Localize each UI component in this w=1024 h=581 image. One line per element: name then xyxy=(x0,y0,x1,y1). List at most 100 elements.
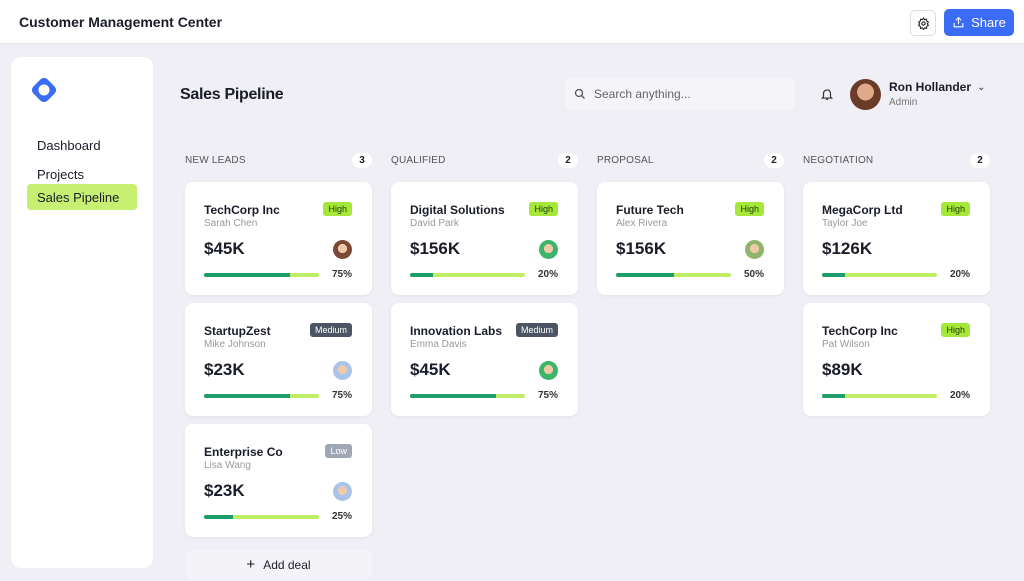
deal-card[interactable]: MegaCorp Ltd Taylor Joe High $126K 20% xyxy=(803,182,990,295)
company-name: TechCorp Inc xyxy=(822,324,898,338)
share-icon xyxy=(953,16,964,28)
priority-badge: High xyxy=(529,202,558,216)
contact-name: Pat Wilson xyxy=(822,339,870,350)
column-count: 2 xyxy=(970,152,990,168)
user-role: Admin xyxy=(889,97,918,108)
bell-icon[interactable] xyxy=(820,87,834,101)
contact-name: Mike Johnson xyxy=(204,339,266,350)
progress-percent: 20% xyxy=(949,269,970,280)
progress-bar xyxy=(204,394,319,398)
column-count: 3 xyxy=(352,152,372,168)
contact-avatar xyxy=(539,240,558,259)
column-header: NEGOTIATION 2 xyxy=(803,152,990,168)
priority-badge: High xyxy=(941,323,970,337)
page-title: Sales Pipeline xyxy=(180,86,284,103)
search-input[interactable] xyxy=(594,87,784,101)
user-avatar[interactable] xyxy=(850,79,881,110)
company-name: Digital Solutions xyxy=(410,203,505,217)
company-name: Enterprise Co xyxy=(204,445,283,459)
priority-badge: High xyxy=(323,202,352,216)
column-title: NEW LEADS xyxy=(185,154,246,166)
contact-avatar xyxy=(539,361,558,380)
column-count: 2 xyxy=(764,152,784,168)
progress-bar xyxy=(204,273,319,277)
contact-name: Taylor Joe xyxy=(822,218,868,229)
gear-icon xyxy=(917,16,929,30)
progress-percent: 75% xyxy=(537,390,558,401)
contact-avatar xyxy=(745,240,764,259)
pipeline-column: QUALIFIED 2 Digital Solutions David Park H… xyxy=(391,152,578,416)
column-header: NEW LEADS 3 xyxy=(185,152,372,168)
deal-card[interactable]: StartupZest Mike Johnson Medium $23K 75% xyxy=(185,303,372,416)
progress-fill xyxy=(410,273,433,277)
progress-bar xyxy=(822,273,937,277)
progress-percent: 75% xyxy=(331,390,352,401)
add-deal-label: Add deal xyxy=(263,557,311,572)
progress-fill xyxy=(822,273,845,277)
progress-bar xyxy=(204,515,319,519)
contact-avatar xyxy=(333,361,352,380)
progress-fill xyxy=(616,273,674,277)
company-name: Innovation Labs xyxy=(410,324,503,338)
sidebar-item-projects[interactable]: Projects xyxy=(37,167,84,182)
progress-percent: 25% xyxy=(331,511,352,522)
deal-amount: $45K xyxy=(204,239,245,258)
company-name: Future Tech xyxy=(616,203,684,217)
column-title: NEGOTIATION xyxy=(803,154,874,166)
search-box[interactable] xyxy=(565,78,795,110)
company-name: TechCorp Inc xyxy=(204,203,280,217)
pipeline-column: PROPOSAL 2 Future Tech Alex Rivera High $1… xyxy=(597,152,784,295)
priority-badge: Medium xyxy=(515,323,558,337)
deal-amount: $45K xyxy=(410,360,451,379)
deal-card[interactable]: Innovation Labs Emma Davis Medium $45K 7… xyxy=(391,303,578,416)
settings-button[interactable] xyxy=(910,10,936,36)
sidebar-item-sales-pipeline[interactable]: Sales Pipeline xyxy=(27,184,137,210)
progress-fill xyxy=(204,273,291,277)
column-title: PROPOSAL xyxy=(597,154,654,166)
deal-amount: $156K xyxy=(616,239,667,258)
column-title: QUALIFIED xyxy=(391,154,446,166)
progress-fill xyxy=(204,394,291,398)
search-icon xyxy=(574,88,585,99)
deal-card[interactable]: Digital Solutions David Park High $156K … xyxy=(391,182,578,295)
chevron-down-icon[interactable]: ⌄ xyxy=(977,82,986,93)
app-title: Customer Management Center xyxy=(19,14,223,30)
sidebar-item-dashboard[interactable]: Dashboard xyxy=(37,138,101,153)
deal-card[interactable]: Future Tech Alex Rivera High $156K 50% xyxy=(597,182,784,295)
deal-amount: $156K xyxy=(410,239,461,258)
deal-card[interactable]: TechCorp Inc Sarah Chen High $45K 75% xyxy=(185,182,372,295)
add-deal-button[interactable]: + Add deal xyxy=(185,550,372,579)
deal-amount: $23K xyxy=(204,360,245,379)
share-button[interactable]: Share xyxy=(944,9,1014,36)
deal-amount: $23K xyxy=(204,481,245,500)
progress-bar xyxy=(410,273,525,277)
contact-name: Emma Davis xyxy=(410,339,467,350)
priority-badge: High xyxy=(735,202,764,216)
deal-card[interactable]: Enterprise Co Lisa Wang Low $23K 25% xyxy=(185,424,372,537)
contact-avatar xyxy=(333,482,352,501)
column-header: QUALIFIED 2 xyxy=(391,152,578,168)
contact-name: Alex Rivera xyxy=(616,218,668,229)
contact-name: Lisa Wang xyxy=(204,460,251,471)
progress-fill xyxy=(204,515,233,519)
progress-percent: 75% xyxy=(331,269,352,280)
column-header: PROPOSAL 2 xyxy=(597,152,784,168)
logo-icon xyxy=(31,77,57,103)
priority-badge: Low xyxy=(325,444,352,458)
contact-avatar xyxy=(333,240,352,259)
company-name: MegaCorp Ltd xyxy=(822,203,903,217)
progress-percent: 20% xyxy=(949,390,970,401)
sidebar: Dashboard Projects Sales Pipeline xyxy=(11,57,153,568)
deal-amount: $89K xyxy=(822,360,863,379)
progress-fill xyxy=(822,394,845,398)
company-name: StartupZest xyxy=(204,324,271,338)
pipeline-column: NEGOTIATION 2 MegaCorp Ltd Taylor Joe High… xyxy=(803,152,990,416)
deal-card[interactable]: TechCorp Inc Pat Wilson High $89K 20% xyxy=(803,303,990,416)
progress-bar xyxy=(410,394,525,398)
priority-badge: Medium xyxy=(309,323,352,337)
progress-fill xyxy=(410,394,497,398)
contact-name: Sarah Chen xyxy=(204,218,258,229)
top-bar: Customer Management Center Share xyxy=(0,0,1024,44)
progress-bar xyxy=(822,394,937,398)
deal-amount: $126K xyxy=(822,239,873,258)
